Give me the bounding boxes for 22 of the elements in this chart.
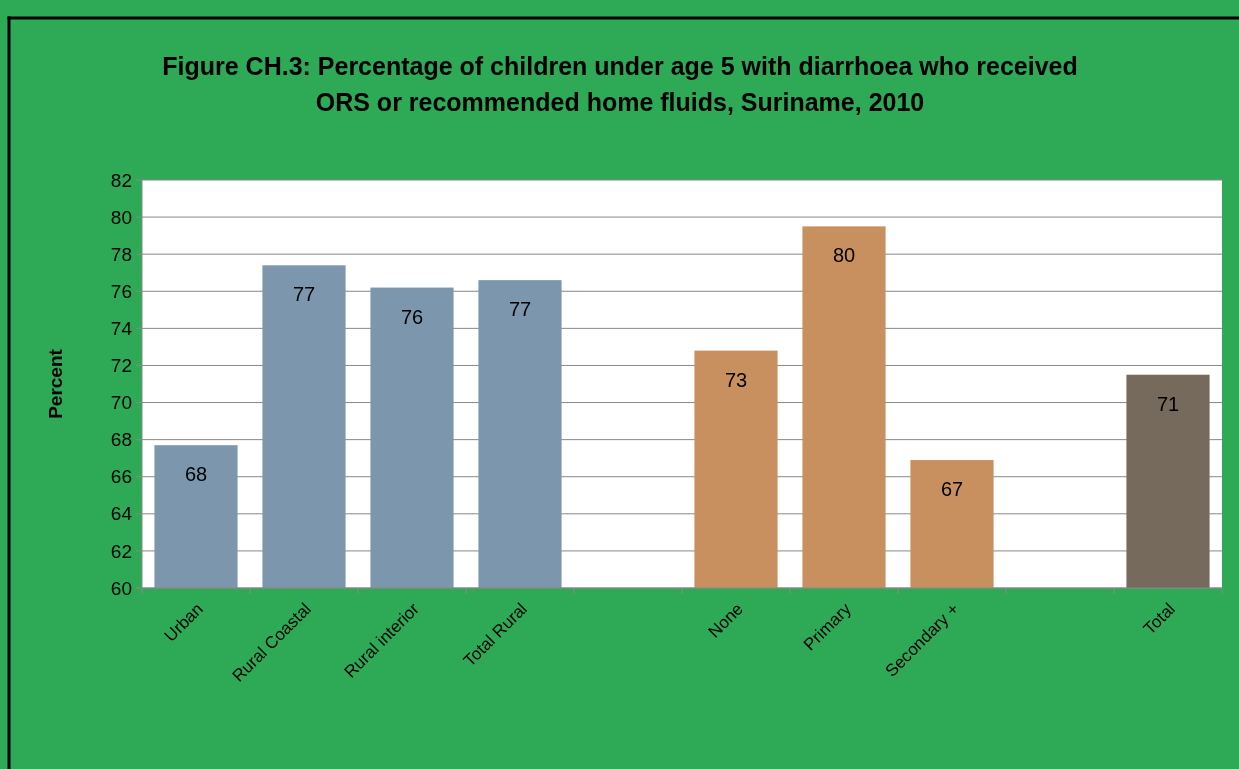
data-label: 67: [940, 478, 964, 501]
chart-title: Figure CH.3: Percentage of children under age 5 with diarrhoea who received ORS or recommended home fluids, Suriname, 2010: [162, 52, 1078, 116]
data-label: 77: [508, 298, 532, 321]
y-tick-label: 72: [110, 355, 132, 377]
data-label: 68: [184, 463, 208, 486]
y-tick-label: 74: [110, 318, 133, 340]
y-tick-label: 76: [110, 280, 132, 302]
y-tick-label: 80: [110, 206, 132, 228]
y-tick-label: 78: [110, 243, 132, 265]
y-axis-title: Percent: [45, 348, 66, 419]
y-tick-label: 70: [110, 392, 132, 414]
y-tick-label: 66: [110, 466, 132, 488]
data-label: 80: [832, 244, 856, 267]
data-label: 77: [292, 283, 316, 306]
y-tick-label: 64: [110, 503, 133, 525]
data-label: 71: [1156, 392, 1180, 415]
y-tick-label: 62: [110, 540, 132, 562]
y-tick-label: 60: [110, 577, 132, 599]
y-tick-label: 68: [110, 429, 132, 451]
data-label: 76: [400, 305, 424, 328]
data-label: 73: [724, 368, 748, 391]
y-tick-label: 82: [110, 169, 132, 191]
